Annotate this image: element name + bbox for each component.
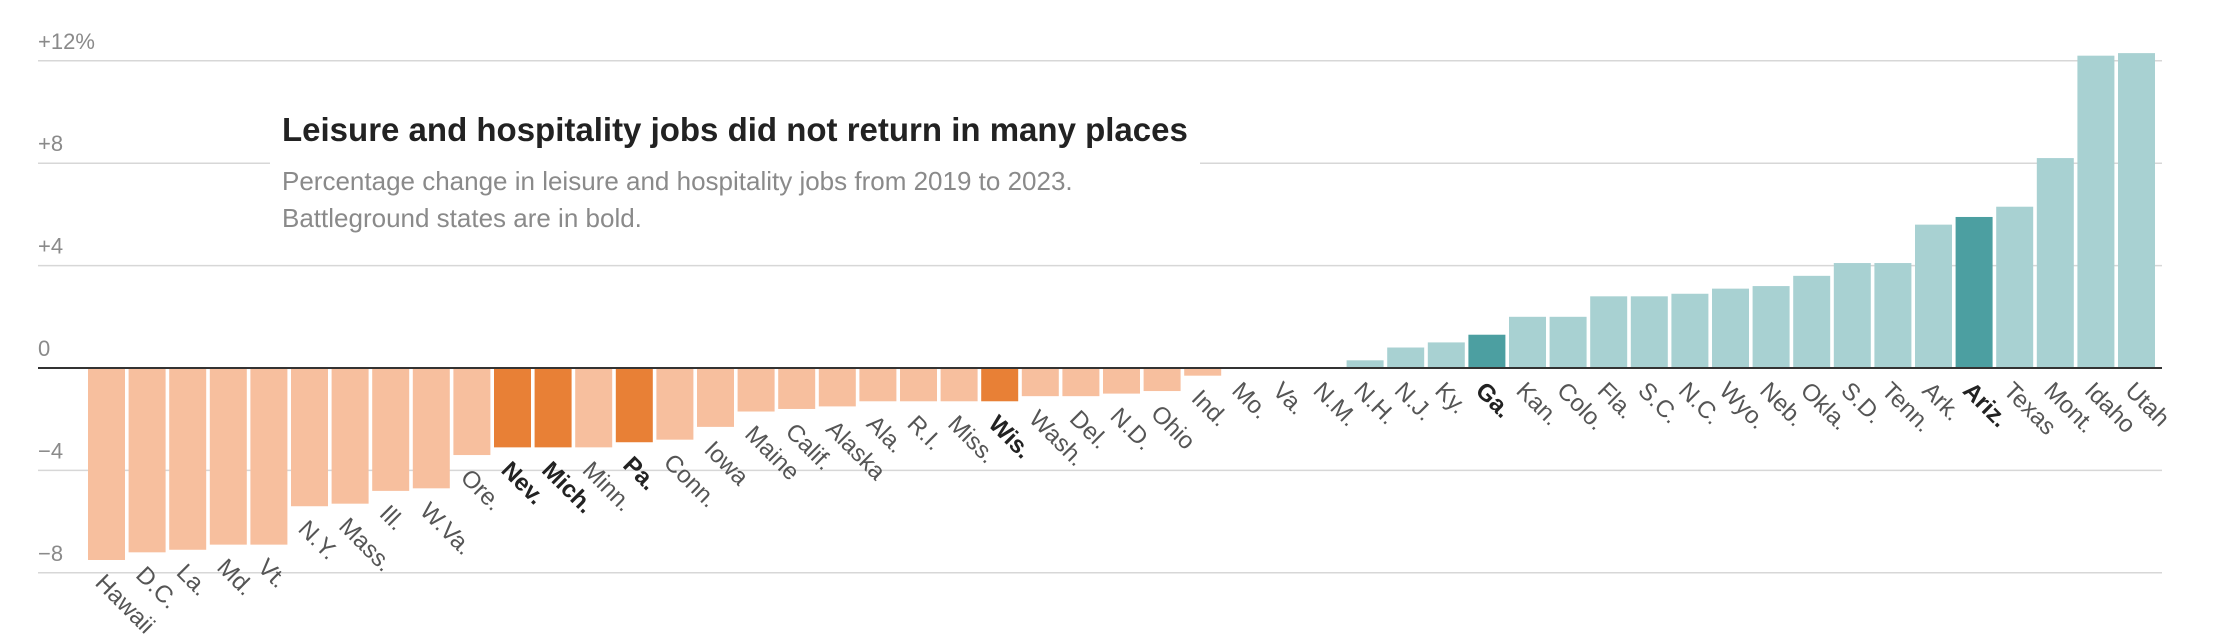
x-tick-label: Mo. <box>1227 377 1274 424</box>
bar <box>1630 296 1668 368</box>
bar <box>1752 286 1790 368</box>
bar <box>859 368 897 402</box>
bar <box>656 368 694 440</box>
chart-title: Leisure and hospitality jobs did not ret… <box>282 111 1188 148</box>
x-tick-label: R.I. <box>902 410 947 455</box>
bar <box>169 368 207 550</box>
chart-header: Leisure and hospitality jobs did not ret… <box>270 105 1200 245</box>
x-tick-label: Ind. <box>1186 385 1233 432</box>
bar <box>209 368 247 545</box>
x-tick-label: Md. <box>212 554 259 601</box>
x-tick-label: Ill. <box>374 500 410 536</box>
bar <box>2118 53 2155 369</box>
y-tick-label: +12% <box>38 29 95 54</box>
x-tick-label: N.C. <box>1673 377 1726 430</box>
bar <box>697 368 734 427</box>
bar <box>900 368 937 402</box>
x-tick-label: N.Y. <box>293 515 343 565</box>
bar <box>1590 296 1628 368</box>
bar <box>1671 293 1709 368</box>
bar <box>575 368 613 448</box>
chart-subtitle-line: Battleground states are in bold. <box>282 203 642 233</box>
bar <box>1427 342 1465 368</box>
bar <box>1955 216 1993 368</box>
bar <box>331 368 369 504</box>
x-tick-label: Ky. <box>1430 377 1472 419</box>
x-tick-label: Ga. <box>1470 377 1516 423</box>
bar <box>250 368 288 545</box>
bar <box>737 368 775 412</box>
bar <box>1021 368 1059 397</box>
x-tick-label: Nev. <box>496 457 550 511</box>
bar <box>494 368 531 448</box>
bar <box>1712 288 1749 368</box>
y-tick-label: 0 <box>38 336 50 361</box>
bar <box>1915 224 1952 368</box>
bar <box>1509 316 1546 368</box>
bar <box>1874 263 1912 368</box>
x-tick-label: Va. <box>1267 377 1310 420</box>
x-tick-label: N.M. <box>1308 377 1363 432</box>
bar <box>818 368 856 407</box>
bar <box>1549 316 1587 368</box>
x-tick-label: S.C. <box>1633 377 1685 429</box>
bar <box>1143 368 1181 392</box>
bar <box>2036 158 2074 368</box>
x-tick-label: Vt. <box>252 554 292 594</box>
bar <box>1062 368 1100 397</box>
bar <box>412 368 450 489</box>
bar <box>615 368 653 443</box>
bar <box>1184 368 1222 376</box>
bar <box>1833 263 1871 368</box>
y-tick-label: −4 <box>38 438 63 463</box>
x-tick-label: N.D. <box>1105 403 1158 456</box>
bar <box>453 368 491 456</box>
bar <box>2077 55 2115 369</box>
bar <box>88 368 125 560</box>
bar <box>291 368 328 507</box>
x-tick-label: N.J. <box>1389 377 1438 426</box>
bar <box>128 368 166 553</box>
chart-subtitle: Percentage change in leisure and hospita… <box>282 163 1188 237</box>
y-tick-label: −8 <box>38 541 63 566</box>
y-tick-labels: +12% +8 +4 0 −4 −8 <box>38 29 95 566</box>
bar <box>372 368 410 491</box>
y-tick-label: +8 <box>38 131 63 156</box>
y-tick-label: +4 <box>38 234 63 259</box>
bar <box>1996 206 2034 368</box>
bars-group <box>88 53 2155 560</box>
bar <box>1346 360 1384 368</box>
bar <box>534 368 572 448</box>
x-tick-label: Kan. <box>1511 377 1565 431</box>
bar <box>981 368 1019 402</box>
x-tick-label: N.H. <box>1348 377 1401 430</box>
chart-subtitle-line: Percentage change in leisure and hospita… <box>282 166 1073 196</box>
bar <box>940 368 978 402</box>
x-tick-label: W.Va. <box>415 497 478 560</box>
bar <box>1793 275 1831 368</box>
bar <box>1103 368 1140 394</box>
bar <box>778 368 816 409</box>
x-tick-label: Ariz. <box>1957 377 2013 433</box>
bar <box>1468 334 1506 368</box>
bar <box>1387 347 1425 368</box>
